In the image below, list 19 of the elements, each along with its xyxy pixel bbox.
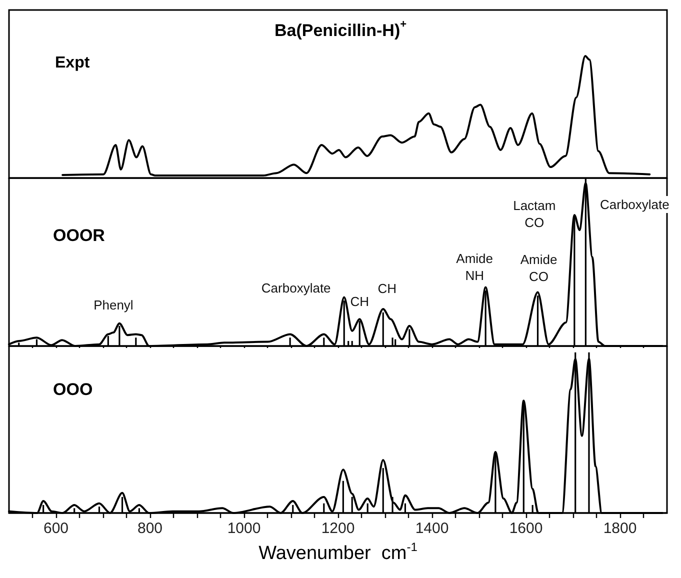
x-tick-label: 600 <box>43 520 69 537</box>
annotation: Amide CO <box>520 252 558 284</box>
chart-subtitle: Expt <box>55 54 90 72</box>
text: OOO <box>53 380 93 399</box>
x-tick-label: 800 <box>137 520 163 537</box>
annotation: Carboxylate <box>261 280 331 296</box>
annotation: Lactam CO <box>513 198 556 230</box>
x-tick-label: 1200 <box>321 520 355 537</box>
annotation: Carboxylate <box>600 197 670 212</box>
x-tick-label: 1600 <box>509 520 543 537</box>
annotation: CH <box>378 281 397 296</box>
annotation: Amide NH <box>456 251 494 284</box>
x-tick-label: 1800 <box>603 520 637 537</box>
x-tick-label: 1000 <box>227 520 261 537</box>
annotation: CH <box>350 294 370 310</box>
chart-title: Ba(Penicillin-H)+ <box>274 18 407 40</box>
x-tick-label: 1400 <box>415 520 449 537</box>
text: OOOR <box>53 226 105 245</box>
annotation: Phenyl <box>94 297 134 312</box>
